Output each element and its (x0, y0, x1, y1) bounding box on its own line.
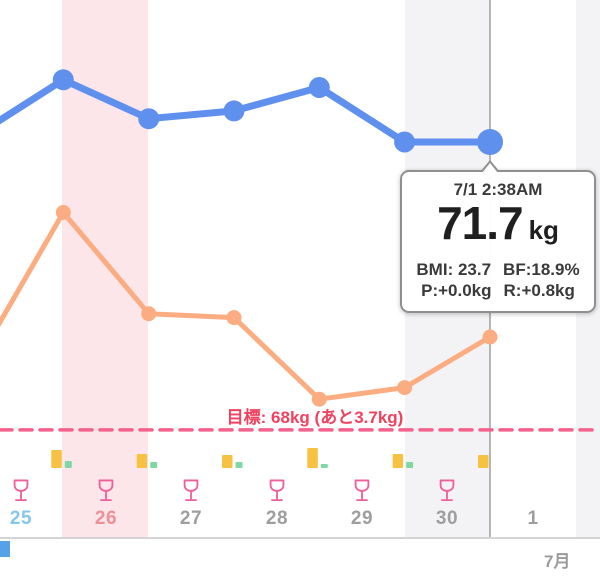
weight-point[interactable] (223, 100, 245, 122)
bodyfat-point[interactable] (397, 380, 413, 396)
selected-point-tooltip: 7/1 2:38AM 71.7 kg BMI: 23.7 BF:18.9% P:+… (400, 160, 596, 313)
wine-glass-icon (98, 479, 114, 502)
day-label-27[interactable]: 27 (179, 508, 203, 529)
goal-label: 目標: 68kg (あと3.7kg) (226, 408, 404, 427)
weight-point[interactable] (308, 77, 330, 98)
tooltip-delta-row: P:+0.0kg R:+0.8kg (410, 280, 586, 301)
tooltip-datetime: 7/1 2:38AM (453, 180, 543, 199)
wine-glass-icon (354, 479, 370, 502)
tooltip-r-delta: R:+0.8kg (503, 281, 575, 300)
drink-icon (10, 477, 32, 504)
month-label: 7月 (544, 552, 571, 571)
day-label-1[interactable]: 1 (527, 508, 539, 529)
drink-icon (95, 477, 117, 504)
drink-icon (351, 477, 373, 504)
wine-glass-icon (13, 479, 29, 502)
tooltip-weight-unit: kg (528, 215, 559, 245)
tooltip-bodyfat: BF:18.9% (503, 260, 580, 279)
marker-bar-yellow (222, 455, 233, 468)
weight-point[interactable] (138, 108, 160, 130)
drink-icon (180, 477, 202, 504)
day-label-26[interactable]: 26 (94, 508, 118, 529)
day-label-30[interactable]: 30 (435, 508, 459, 529)
day-label-28[interactable]: 28 (265, 508, 289, 529)
wine-glass-icon (269, 479, 285, 502)
tooltip-bmi-row: BMI: 23.7 BF:18.9% (410, 259, 586, 280)
marker-bar-yellow (51, 450, 62, 468)
marker-bar-green (150, 462, 158, 468)
marker-bar-yellow (307, 448, 318, 468)
drink-icon (266, 477, 288, 504)
marker-bar-green (235, 462, 243, 468)
drink-icon (436, 477, 458, 504)
bodyfat-point[interactable] (226, 310, 242, 326)
tooltip-weight-row: 71.7 kg (410, 199, 586, 259)
marker-bar-green (406, 462, 414, 468)
marker-bar-green (64, 461, 72, 468)
tooltip-weight-value: 71.7 (437, 197, 524, 249)
bodyfat-point[interactable] (141, 306, 157, 322)
bodyfat-point[interactable] (311, 391, 327, 407)
wine-glass-icon (439, 479, 455, 502)
weight-line (0, 76, 494, 146)
weight-point[interactable] (394, 131, 416, 153)
x-axis-line (0, 537, 600, 539)
weight-point[interactable] (52, 69, 74, 91)
bodyfat-point[interactable] (482, 329, 498, 345)
bodyfat-point[interactable] (55, 205, 71, 220)
marker-bar-yellow (478, 455, 489, 468)
wine-glass-icon (183, 479, 199, 502)
weight-point-selected[interactable] (477, 129, 503, 155)
tooltip-bmi: BMI: 23.7 (416, 260, 492, 279)
marker-bar-yellow (392, 454, 404, 468)
month-indicator-fragment (0, 541, 10, 557)
day-label-29[interactable]: 29 (350, 508, 374, 529)
day-label-25[interactable]: 25 (9, 508, 33, 529)
marker-bar-yellow (136, 454, 148, 468)
tooltip-p-delta: P:+0.0kg (421, 281, 492, 300)
marker-bar-green (320, 464, 328, 468)
